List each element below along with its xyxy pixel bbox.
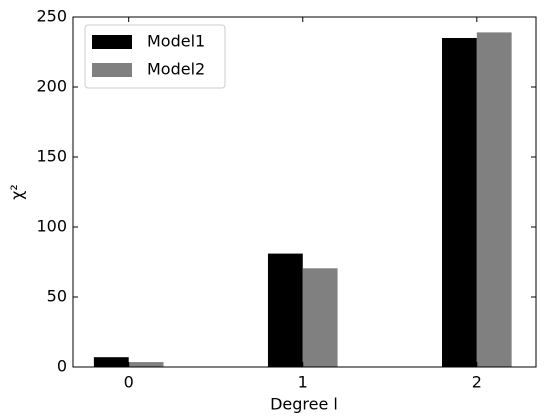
- y-tick-label: 100: [36, 217, 67, 236]
- legend-label: Model1: [147, 32, 205, 51]
- x-tick-label: 1: [298, 373, 308, 392]
- y-tick-label: 200: [36, 77, 67, 96]
- bar: [442, 38, 477, 367]
- bar: [93, 357, 129, 367]
- x-axis-label: Degree l: [270, 395, 338, 414]
- x-tick-label: 0: [124, 373, 134, 392]
- y-tick-label: 0: [57, 357, 67, 376]
- y-tick-label: 150: [36, 147, 67, 166]
- bar: [128, 362, 164, 367]
- y-tick-label: 50: [47, 287, 67, 306]
- legend-swatch: [92, 35, 132, 49]
- bar: [476, 32, 512, 368]
- legend-label: Model2: [147, 60, 205, 79]
- bar: [267, 253, 303, 367]
- x-tick-label: 2: [472, 373, 482, 392]
- bar: [302, 268, 338, 367]
- plot-frame: [72, 16, 537, 368]
- y-axis-label: χ²: [8, 184, 27, 200]
- legend-swatch: [92, 63, 132, 77]
- y-tick-label: 250: [36, 7, 67, 26]
